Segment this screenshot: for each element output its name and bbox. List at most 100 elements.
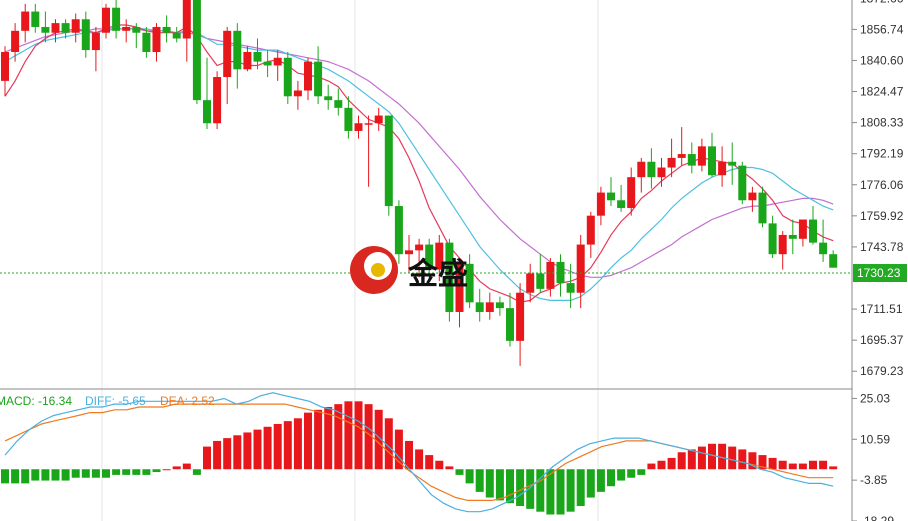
macd-tick-label: 10.59 — [860, 432, 890, 446]
macd-bar — [162, 469, 171, 471]
macd-bar — [314, 409, 323, 470]
y-tick-label: 1792.19 — [860, 147, 904, 161]
macd-bar — [516, 469, 525, 507]
candle-body — [314, 61, 323, 97]
candle-body — [516, 292, 525, 341]
macd-bar — [485, 469, 494, 498]
macd-tick-label: 25.03 — [860, 391, 890, 405]
macd-bar — [829, 466, 838, 470]
macd-bar — [748, 452, 757, 470]
y-tick-label: 1856.74 — [860, 22, 904, 36]
candle-body — [556, 261, 565, 284]
macd-bar — [344, 401, 353, 470]
y-tick-label: 1679.23 — [860, 364, 904, 378]
candle-body — [152, 26, 161, 52]
y-tick-label: 1695.37 — [860, 333, 904, 347]
candle-body — [829, 254, 838, 268]
macd-bar — [354, 401, 363, 470]
candle-body — [172, 32, 181, 39]
macd-bar — [142, 469, 151, 475]
macd-bar — [304, 412, 312, 470]
macd-bar — [526, 469, 535, 509]
macd-legend-dea: DEA: 2.52 — [160, 394, 215, 408]
candle-body — [293, 90, 302, 97]
y-tick-label: 1824.47 — [860, 85, 904, 99]
candle-body — [485, 302, 494, 312]
current-price-label: 1730.23 — [857, 266, 901, 280]
candle-body — [627, 177, 636, 208]
macd-bar — [718, 443, 727, 470]
macd-bar — [798, 463, 807, 470]
candle-body — [223, 30, 232, 78]
price-axis: 1872.66 1856.74 1840.60 1824.47 1808.33 1792.… — [851, 0, 904, 521]
candle-body — [384, 115, 393, 207]
candle-body — [687, 154, 696, 166]
macd-bar — [475, 469, 484, 492]
candle-body — [546, 261, 555, 289]
candle-body — [304, 61, 312, 91]
y-tick-label: 1743.78 — [860, 240, 904, 254]
candle-body — [738, 165, 747, 201]
macd-tick-label: -3.85 — [860, 473, 888, 487]
candle-body — [809, 219, 817, 243]
macd-tick-label: -18.29 — [860, 514, 894, 521]
macd-bar — [738, 449, 747, 470]
macd-bar — [263, 426, 272, 470]
candle-body — [182, 0, 191, 39]
macd-bar — [334, 404, 343, 470]
candle-body — [233, 30, 242, 70]
macd-bar — [374, 409, 383, 470]
macd-bar — [455, 469, 464, 475]
candle-body — [81, 19, 90, 51]
candle-body — [132, 26, 141, 33]
candle-body — [778, 234, 787, 255]
macd-bar — [566, 469, 575, 512]
candle-body — [253, 51, 262, 62]
watermark-text: 金盛 — [407, 257, 468, 292]
candle-body — [435, 242, 444, 270]
candle-body — [566, 283, 575, 293]
macd-bar — [546, 469, 555, 515]
macd-bar — [809, 460, 817, 470]
macd-bar — [41, 469, 50, 481]
candle-body — [203, 100, 211, 124]
macd-bar — [415, 449, 424, 470]
candle-body — [192, 0, 201, 101]
macd-bar — [364, 404, 373, 470]
macd-bar — [384, 418, 393, 470]
macd-bar — [708, 443, 716, 470]
macd-bar — [667, 457, 676, 470]
y-tick-label: 1840.60 — [860, 53, 904, 67]
y-tick-label: 1711.51 — [860, 302, 903, 316]
macd-bar — [657, 460, 666, 470]
macd-bar — [647, 463, 656, 470]
macd-bar — [21, 469, 30, 484]
macd-bar — [788, 463, 797, 470]
macd-bar — [51, 469, 60, 481]
macd-bar — [172, 466, 181, 470]
candle-body — [586, 215, 595, 245]
macd-bar — [819, 460, 828, 470]
macd-bar — [687, 449, 696, 470]
candle-body — [263, 61, 272, 66]
candle-body — [718, 161, 727, 176]
y-tick-label: 1808.33 — [860, 116, 904, 130]
macd-lines — [4, 392, 834, 513]
macd-legend-macd: MACD: -16.34 — [0, 394, 72, 408]
candle-body — [394, 206, 403, 255]
candle-body — [425, 244, 434, 270]
macd-bar — [81, 469, 90, 478]
candle-body — [677, 154, 686, 158]
y-tick-label: 1759.92 — [860, 209, 904, 223]
macd-bar — [617, 469, 626, 481]
macd-bar — [112, 469, 121, 475]
macd-bar — [233, 435, 242, 470]
candle-body — [657, 167, 666, 178]
macd-bar — [132, 469, 141, 475]
macd-bar — [182, 463, 191, 470]
candle-body — [637, 161, 646, 178]
candle-body — [495, 302, 504, 309]
candle-body — [374, 115, 383, 124]
macd-legend-diff: DIFF: -5.65 — [85, 394, 146, 408]
